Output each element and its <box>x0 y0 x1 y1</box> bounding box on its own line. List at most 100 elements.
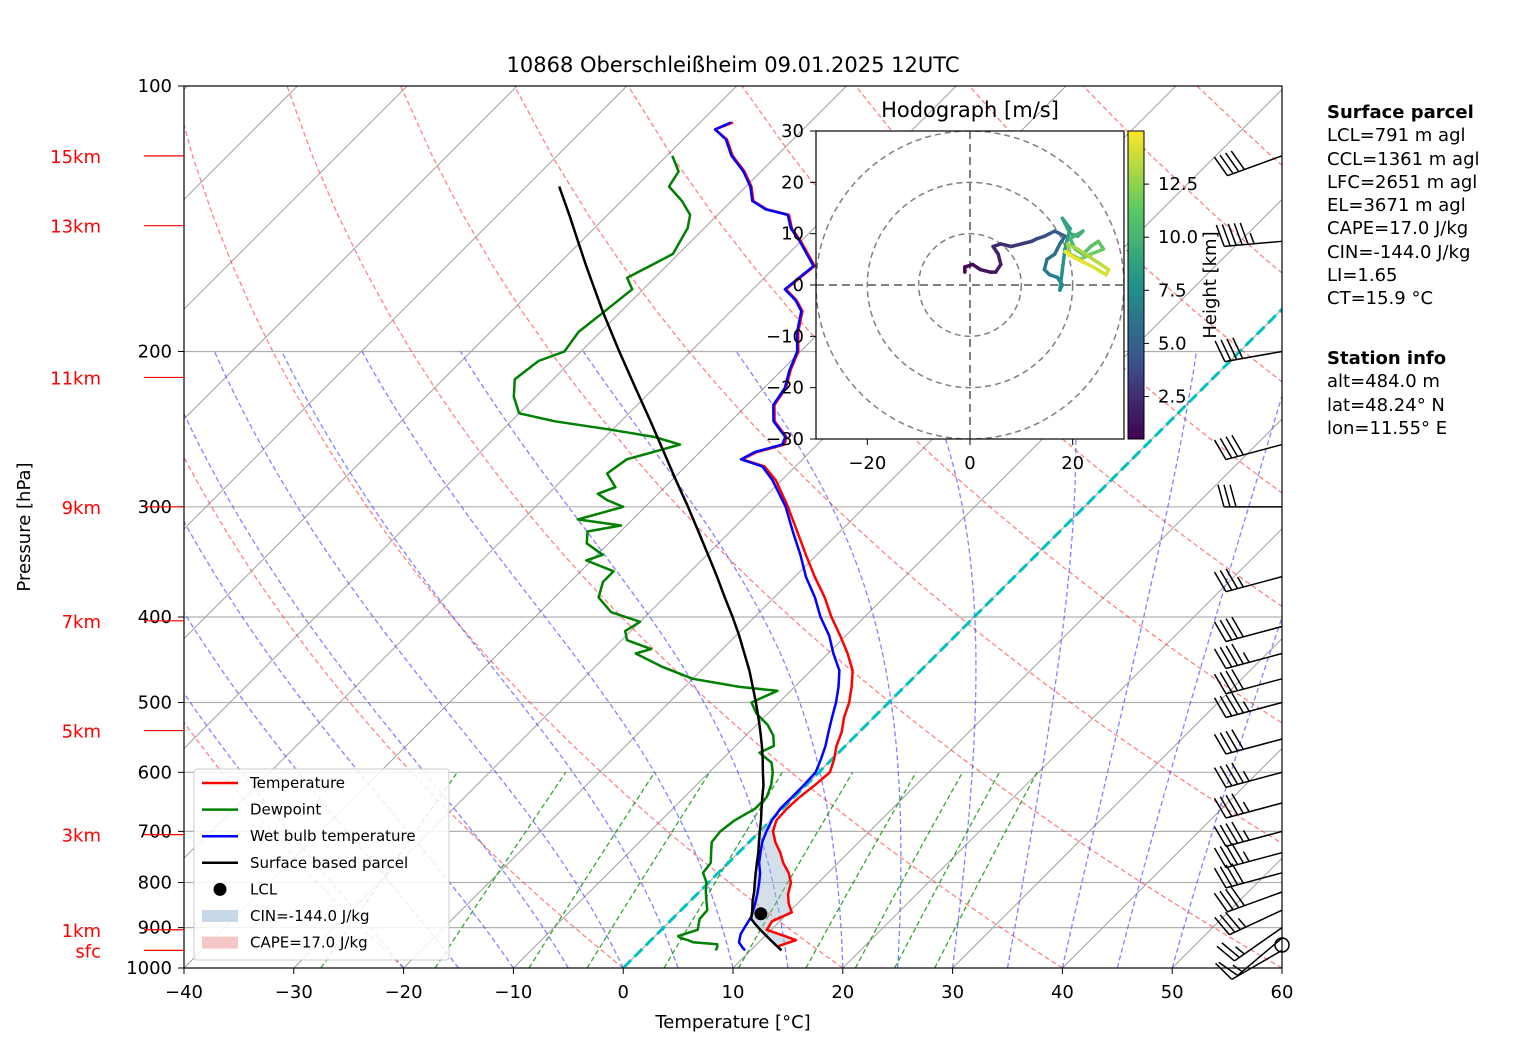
barb-half-tick <box>1235 946 1245 955</box>
legend-label: CAPE=17.0 J/kg <box>250 934 368 952</box>
wind-barb <box>1215 222 1283 248</box>
lfc-value: LFC=2651 m agl <box>1327 171 1478 193</box>
moist-adiabat <box>1006 351 1077 968</box>
hodograph-y-tick-label: −10 <box>766 326 804 347</box>
barb-half-tick <box>1242 829 1250 841</box>
barb-tick <box>1213 673 1227 695</box>
barb-tick <box>1219 619 1233 641</box>
barb-tick <box>1213 621 1227 642</box>
barb-tick <box>1225 568 1239 589</box>
wind-barb <box>1213 616 1283 643</box>
barb-tick <box>1231 643 1245 665</box>
barb-tick <box>1225 764 1239 785</box>
y-tick-label: 1000 <box>126 958 172 979</box>
hodograph-trace-segment <box>1060 216 1072 236</box>
wind-barb <box>1213 692 1283 719</box>
legend-swatch <box>213 882 227 896</box>
barb-tick <box>1225 794 1239 816</box>
legend-item: LCL <box>213 880 278 898</box>
ct-value: CT=15.9 °C <box>1327 288 1434 310</box>
barb-tick <box>1231 669 1245 690</box>
isotherm-line <box>184 86 628 530</box>
isotherm-line <box>513 198 1282 968</box>
barb-tick <box>1213 439 1227 460</box>
barb-tick <box>1223 484 1231 508</box>
barb-tick <box>1219 890 1234 911</box>
colorbar-label: Height [km] <box>1200 231 1221 338</box>
legend-label: LCL <box>250 880 278 898</box>
barb-tick <box>1231 821 1245 843</box>
x-tick-label: −20 <box>385 982 423 1003</box>
barb-tick <box>1214 916 1231 936</box>
x-tick-label: 50 <box>1161 982 1184 1003</box>
barb-half-tick <box>1242 851 1250 862</box>
y-tick-label: 700 <box>138 821 172 842</box>
sounding-profiles <box>512 121 854 952</box>
hodograph-trace-segment <box>1091 265 1108 277</box>
calm-wind-circle <box>1274 937 1290 953</box>
barb-tick <box>1213 797 1227 819</box>
x-tick-label: 60 <box>1271 982 1294 1003</box>
barb-staff <box>1224 240 1283 248</box>
barb-tick <box>1219 914 1236 933</box>
barb-tick <box>1225 864 1239 886</box>
barb-tick <box>1215 962 1233 980</box>
moist-adiabat <box>735 351 902 968</box>
y-tick-label: 400 <box>138 607 172 628</box>
barb-tick <box>1239 222 1249 245</box>
hodograph-x-tick-label: 20 <box>1061 453 1084 474</box>
wind-barb <box>1213 842 1283 869</box>
x-tick-label: 10 <box>722 982 745 1003</box>
x-tick-label: −40 <box>165 982 203 1003</box>
x-tick-label: −10 <box>494 982 532 1003</box>
legend-label: CIN=-144.0 J/kg <box>250 907 370 925</box>
barb-tick <box>1225 436 1239 457</box>
barb-tick <box>1229 484 1237 508</box>
el-value: EL=3671 m agl <box>1327 195 1466 217</box>
hodograph-trace-segment <box>1088 247 1106 256</box>
height-marker-label: 1km <box>62 921 101 942</box>
mixing-ratio-line <box>528 771 656 968</box>
wind-barb <box>1213 863 1283 889</box>
barb-half-tick <box>1236 576 1245 588</box>
lcl-value: LCL=791 m agl <box>1327 125 1466 147</box>
barb-half-tick <box>1242 770 1250 782</box>
barb-tick <box>1213 733 1227 755</box>
barb-tick <box>1219 866 1233 887</box>
wind-barb <box>1213 150 1283 177</box>
x-axis-label: Temperature [°C] <box>654 1012 810 1033</box>
barb-tick <box>1231 729 1245 750</box>
legend-item: CIN=-144.0 J/kg <box>202 907 370 925</box>
legend-swatch <box>202 936 238 949</box>
wind-barb <box>1213 762 1283 789</box>
height-marker-label: 9km <box>62 498 101 519</box>
barb-tick <box>1219 437 1233 459</box>
wind-barb <box>1215 949 1283 981</box>
x-tick-label: 0 <box>617 982 628 1003</box>
barb-half-tick <box>1249 232 1255 245</box>
barb-tick <box>1225 823 1239 844</box>
mixing-ratio-line <box>934 771 1038 968</box>
barb-staff <box>1225 443 1283 461</box>
hodograph-inset: Hodograph [m/s] −30 −20 −10 0 10 20 30 −20 0 20 2.5… <box>766 98 1221 474</box>
x-tick-label: −30 <box>275 982 313 1003</box>
barb-half-tick <box>1232 964 1243 973</box>
dry-adiabat <box>184 122 844 968</box>
y-tick-label: 200 <box>138 342 172 363</box>
barb-tick <box>1219 765 1233 787</box>
height-marker-label: sfc <box>75 941 101 962</box>
mixing-ratio-line <box>434 771 567 968</box>
legend-item: Dewpoint <box>202 801 321 819</box>
x-tick-label: 40 <box>1051 982 1074 1003</box>
barb-tick <box>1226 338 1238 360</box>
legend-item: CAPE=17.0 J/kg <box>202 934 368 952</box>
dry-adiabat <box>400 86 1282 968</box>
mixing-ratio-line <box>586 771 711 968</box>
barb-tick <box>1220 339 1232 361</box>
barb-tick <box>1213 156 1229 177</box>
barb-staff <box>1225 872 1283 889</box>
isotherm-line <box>1062 747 1282 968</box>
legend-label: Surface based parcel <box>250 854 408 872</box>
